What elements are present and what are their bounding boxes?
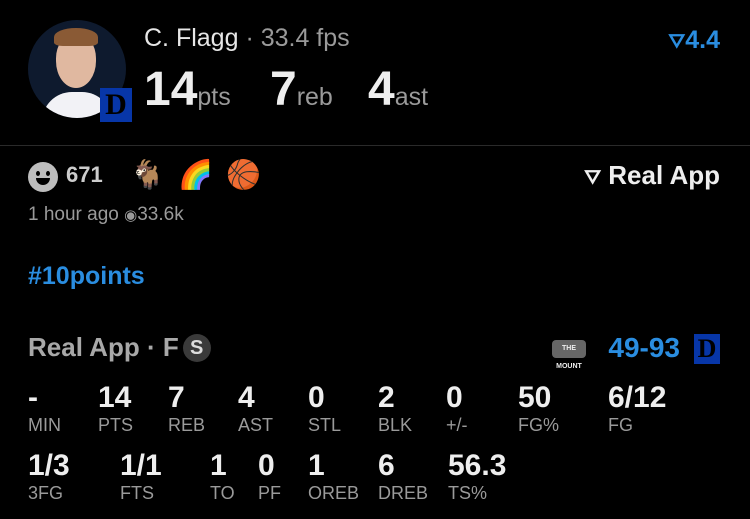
stat-label: PTS	[98, 415, 134, 435]
rating[interactable]: ⛛4.4	[668, 26, 720, 54]
stat-label: FG%	[518, 415, 560, 435]
stat-label: +/-	[446, 415, 468, 435]
stat-label: AST	[238, 415, 274, 435]
points-stat: 14pts	[144, 63, 231, 116]
stat-value: -	[28, 381, 38, 414]
stat-value: 0	[258, 449, 275, 482]
post-meta: 1 hour ago ◉33.6k	[28, 204, 184, 225]
stat-value: 1	[210, 449, 227, 482]
stat-label: REB	[168, 415, 206, 435]
stat-value: 14	[98, 381, 132, 414]
stat-label: FG	[608, 415, 633, 435]
real-logo-icon: ⛛	[584, 167, 602, 189]
opponent-logo: THE MOUNT	[552, 340, 586, 370]
stat-label: DREB	[378, 483, 429, 503]
stat-value: 6	[378, 449, 395, 482]
stat-value: 1/3	[28, 449, 70, 482]
team-logo: D	[100, 88, 132, 122]
stat-label: STL	[308, 415, 342, 435]
rebounds-stat: 7reb	[270, 63, 333, 116]
stat-value: 2	[378, 381, 395, 414]
assists-stat: 4ast	[368, 63, 429, 116]
stat-value: 1	[308, 449, 325, 482]
stat-label: 3FG	[28, 483, 64, 503]
stat-value: 4	[238, 381, 255, 414]
status-badge: S	[182, 334, 211, 362]
view-count: 33.6k	[137, 204, 184, 225]
stat-label: FTS	[120, 483, 154, 503]
stat-value: 1/1	[120, 449, 162, 482]
stat-value: 56.3	[448, 449, 507, 482]
stat-value: 6/12	[608, 381, 667, 414]
player-title[interactable]: C. Flagg · 33.4 fps	[144, 24, 350, 53]
stat-value: 0	[446, 381, 463, 414]
stat-value: 7	[168, 381, 185, 414]
team-logo-small: D	[694, 334, 720, 364]
stat-value: 0	[308, 381, 325, 414]
rainbow-emoji-icon[interactable]: 🌈	[178, 159, 213, 190]
reaction-count: 671	[66, 162, 103, 187]
divider	[0, 145, 750, 146]
hair	[54, 28, 98, 46]
real-logo-icon: ⛛	[668, 31, 686, 53]
player-name: C. Flagg	[144, 24, 239, 52]
stat-label: TO	[210, 483, 235, 503]
hashtag-link[interactable]: #10points	[28, 262, 145, 290]
real-app-link[interactable]: ⛛ Real App	[584, 160, 720, 190]
fps: · 33.4 fps	[245, 24, 350, 52]
game-score[interactable]: 49-93	[608, 332, 680, 363]
eye-icon: ◉	[124, 207, 138, 224]
stat-label: OREB	[308, 483, 360, 503]
smiley-reaction-icon[interactable]	[28, 162, 58, 192]
stat-label: PF	[258, 483, 282, 503]
stat-label: MIN	[28, 415, 61, 435]
stat-label: TS%	[448, 483, 488, 503]
stat-label: BLK	[378, 415, 413, 435]
stat-value: 50	[518, 381, 552, 414]
goat-emoji-icon[interactable]: 🐐	[130, 159, 165, 190]
player-emoji-icon[interactable]: 🏀	[226, 159, 261, 190]
